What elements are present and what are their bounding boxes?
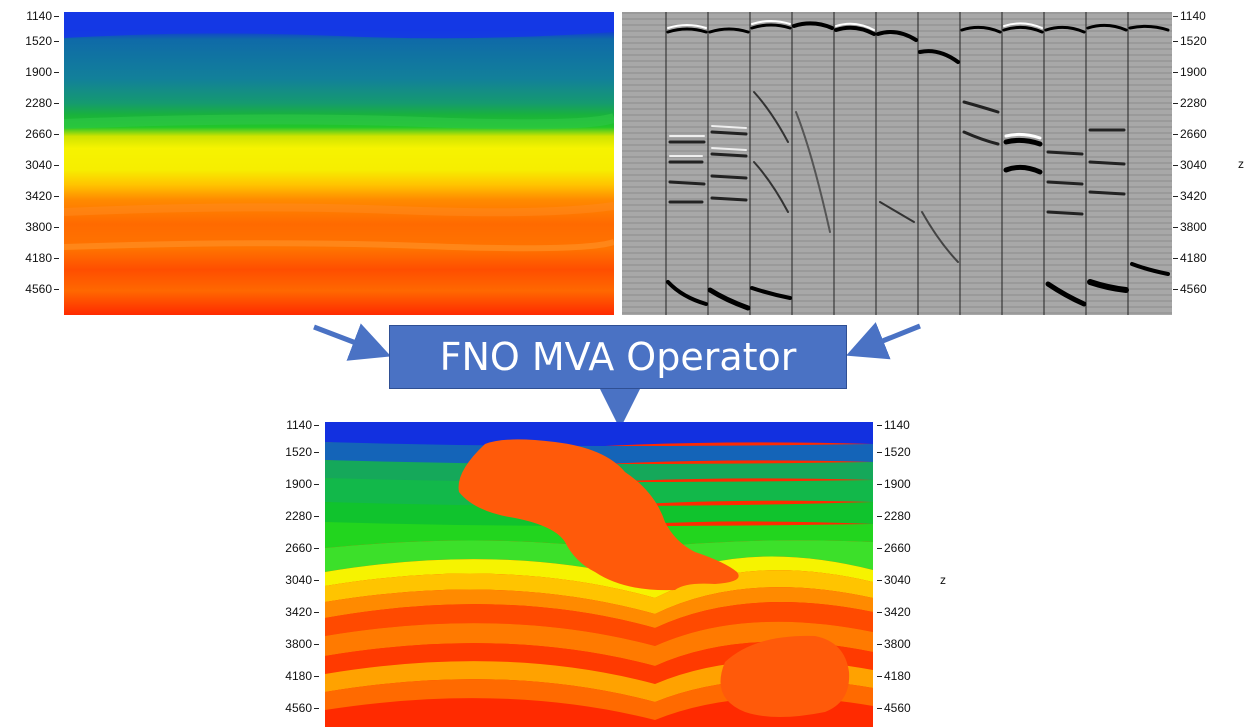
depth-tick: 1140 xyxy=(8,10,59,22)
depth-tick: 3420 xyxy=(268,606,319,618)
depth-tick: 4560 xyxy=(8,283,59,295)
depth-tick: 3420 xyxy=(877,606,928,618)
depth-tick: 1140 xyxy=(1173,10,1224,22)
depth-tick: 1900 xyxy=(877,478,928,490)
initial-velocity-image xyxy=(64,12,614,315)
depth-tick: 4560 xyxy=(268,702,319,714)
depth-tick: 3040 xyxy=(8,159,59,171)
depth-tick: 2280 xyxy=(8,97,59,109)
depth-tick: 1900 xyxy=(268,478,319,490)
predicted-velocity-panel xyxy=(325,422,873,727)
depth-tick: 1140 xyxy=(877,419,928,431)
depth-tick: 4560 xyxy=(1173,283,1224,295)
depth-tick: 1900 xyxy=(8,66,59,78)
depth-tick: 3420 xyxy=(1173,190,1224,202)
z-axis-label: z xyxy=(940,573,946,587)
predicted-velocity-image xyxy=(325,422,873,727)
left-input-arrow xyxy=(313,323,392,361)
depth-tick: 1140 xyxy=(268,419,319,431)
fno-operator-box: FNO MVA Operator xyxy=(389,325,847,389)
right-input-arrow xyxy=(846,322,921,360)
depth-tick: 1520 xyxy=(8,35,59,47)
depth-tick: 1520 xyxy=(877,446,928,458)
depth-tick: 3040 xyxy=(1173,159,1224,171)
depth-tick: 1520 xyxy=(268,446,319,458)
z-axis-label: z xyxy=(1238,157,1244,171)
depth-tick: 2280 xyxy=(1173,97,1224,109)
depth-tick: 3040 xyxy=(877,574,928,586)
depth-tick: 4180 xyxy=(1173,252,1224,264)
depth-tick: 2280 xyxy=(268,510,319,522)
depth-tick: 4180 xyxy=(8,252,59,264)
depth-tick: 4180 xyxy=(268,670,319,682)
depth-tick: 4560 xyxy=(877,702,928,714)
depth-tick: 1520 xyxy=(1173,35,1224,47)
image-gathers-panel xyxy=(622,12,1172,315)
depth-tick: 2280 xyxy=(877,510,928,522)
depth-tick: 2660 xyxy=(1173,128,1224,140)
depth-tick: 3800 xyxy=(1173,221,1224,233)
depth-tick: 3800 xyxy=(8,221,59,233)
depth-tick: 4180 xyxy=(877,670,928,682)
depth-tick: 2660 xyxy=(8,128,59,140)
depth-tick: 1900 xyxy=(1173,66,1224,78)
depth-tick: 3040 xyxy=(268,574,319,586)
depth-tick: 3800 xyxy=(268,638,319,650)
initial-velocity-panel xyxy=(64,12,614,315)
depth-tick: 2660 xyxy=(877,542,928,554)
depth-tick: 3800 xyxy=(877,638,928,650)
depth-tick: 2660 xyxy=(268,542,319,554)
depth-tick: 3420 xyxy=(8,190,59,202)
image-gathers-image xyxy=(622,12,1172,315)
operator-label: FNO MVA Operator xyxy=(439,335,797,379)
